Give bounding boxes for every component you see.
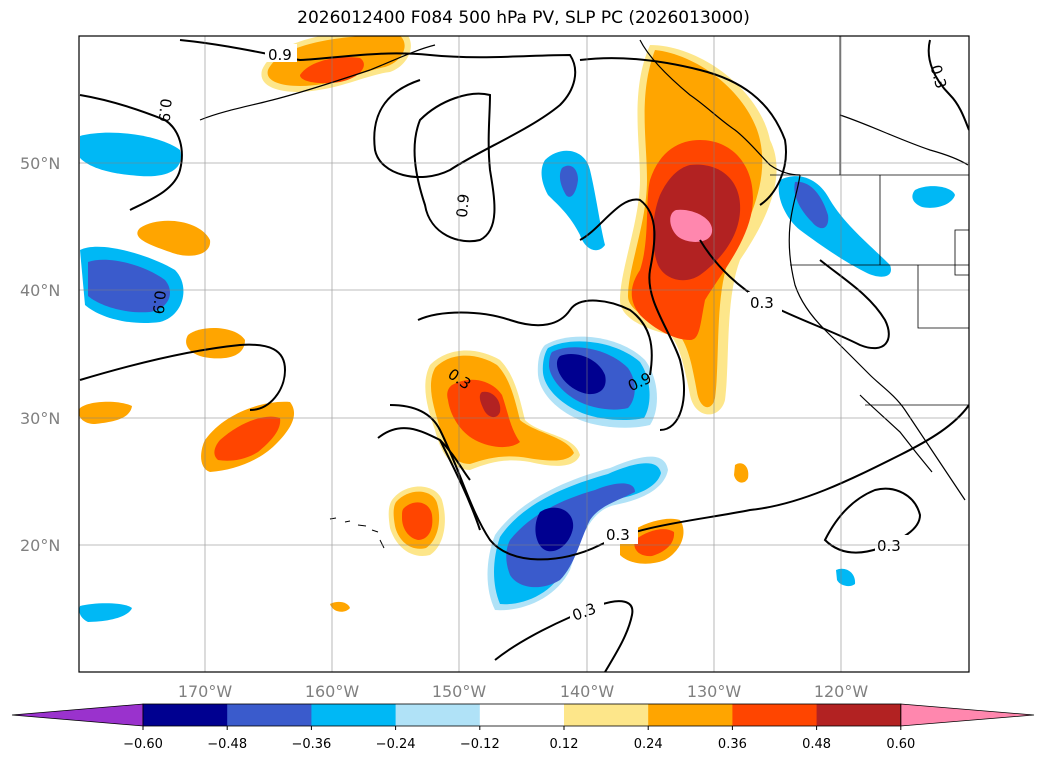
colorbar-segment [311, 704, 397, 726]
lon-label-160w: 160°W [305, 682, 360, 701]
pv-positive-blob-7 [734, 463, 749, 483]
colorbar-tick-label: 0.12 [550, 737, 579, 752]
contour-label: 0.3 [750, 294, 774, 312]
lon-label-140w: 140°W [560, 682, 615, 701]
lon-label-130w: 130°W [687, 682, 742, 701]
colorbar-tick-label: −0.60 [123, 737, 163, 752]
pv-negative-blob-nw [80, 132, 181, 177]
pv-negative-blob-north [541, 150, 605, 251]
pv-negative-blob-sw [79, 603, 132, 622]
lat-label-20n: 20°N [20, 536, 60, 555]
pv-positive-blob-3-core [214, 416, 281, 461]
contour-label: 0.3 [927, 63, 951, 91]
lon-label-150w: 150°W [432, 682, 487, 701]
colorbar-extend-max [900, 703, 1035, 727]
lat-label-40n: 40°N [20, 281, 60, 300]
lon-label-120w: 120°W [814, 682, 869, 701]
colorbar-segment [143, 704, 228, 726]
colorbar-tick-label: −0.12 [460, 737, 500, 752]
colorbar-segment [648, 704, 733, 726]
colorbar-frame [142, 703, 902, 727]
pv-negative-anomaly-central [537, 336, 657, 428]
colorbar-tick-label: 0.60 [886, 737, 915, 752]
slp-contours [79, 39, 969, 672]
contour-label: 0.9 [453, 193, 473, 218]
map-area: 0.9 0.9 0.9 0.9 0.3 0.3 0.9 0.3 0.3 0.3 … [79, 36, 969, 672]
pv-negative-blob-coast-core [794, 181, 829, 229]
pv-negative-blob-east [912, 186, 955, 208]
contour-label: 0.3 [877, 537, 901, 555]
colorbar-tick-label: 0.36 [718, 737, 747, 752]
chart-title: 2026012400 F084 500 hPa PV, SLP PC (2026… [297, 8, 750, 28]
pv-positive-blob-1 [137, 220, 211, 256]
pv-positive-blob-8 [330, 601, 350, 612]
contour-label: 0.9 [149, 290, 169, 315]
graticule [79, 36, 969, 672]
pv-negative-anomaly-south [487, 456, 668, 611]
pv-negative-blob-north-core [559, 165, 578, 197]
pv-positive-anomaly-central [425, 350, 580, 470]
lat-label-50n: 50°N [20, 154, 60, 173]
colorbar: −0.60 −0.48 −0.36 −0.24 −0.12 0.12 0.24 0.36 0.4… [11, 703, 1035, 752]
colorbar-tick-label: −0.36 [291, 737, 331, 752]
contour-label: 0.9 [155, 98, 175, 123]
colorbar-segment [479, 704, 565, 726]
colorbar-tick-label: −0.48 [207, 737, 247, 752]
pv-positive-blob-6-core [634, 529, 675, 557]
contour-label: 0.9 [268, 46, 292, 64]
pv-positive-blob-4 [79, 401, 132, 424]
lat-label-30n: 30°N [20, 409, 60, 428]
colorbar-tick-label: −0.24 [376, 737, 416, 752]
colorbar-tick-label: 0.48 [802, 737, 831, 752]
colorbar-segment [732, 704, 818, 726]
lon-label-170w: 170°W [178, 682, 233, 701]
colorbar-segment [395, 704, 481, 726]
political-borders [770, 36, 969, 406]
pv-negative-blob-se [836, 568, 856, 587]
contour-label: 0.3 [606, 526, 630, 544]
map-frame [78, 35, 970, 673]
pv-positive-anomaly-alaska [261, 36, 411, 92]
coastline [199, 39, 969, 501]
colorbar-segment [227, 704, 312, 726]
hawaii-islands [329, 517, 385, 549]
colorbar-extend-min [11, 703, 144, 727]
pv-positive-blob-2 [186, 328, 245, 359]
colorbar-tick-label: 0.24 [634, 737, 663, 752]
pv-negative-blob-west-core [88, 259, 170, 313]
pv-positive-blob-5-core [402, 502, 433, 540]
colorbar-segment [816, 704, 902, 726]
colorbar-segment [564, 704, 649, 726]
